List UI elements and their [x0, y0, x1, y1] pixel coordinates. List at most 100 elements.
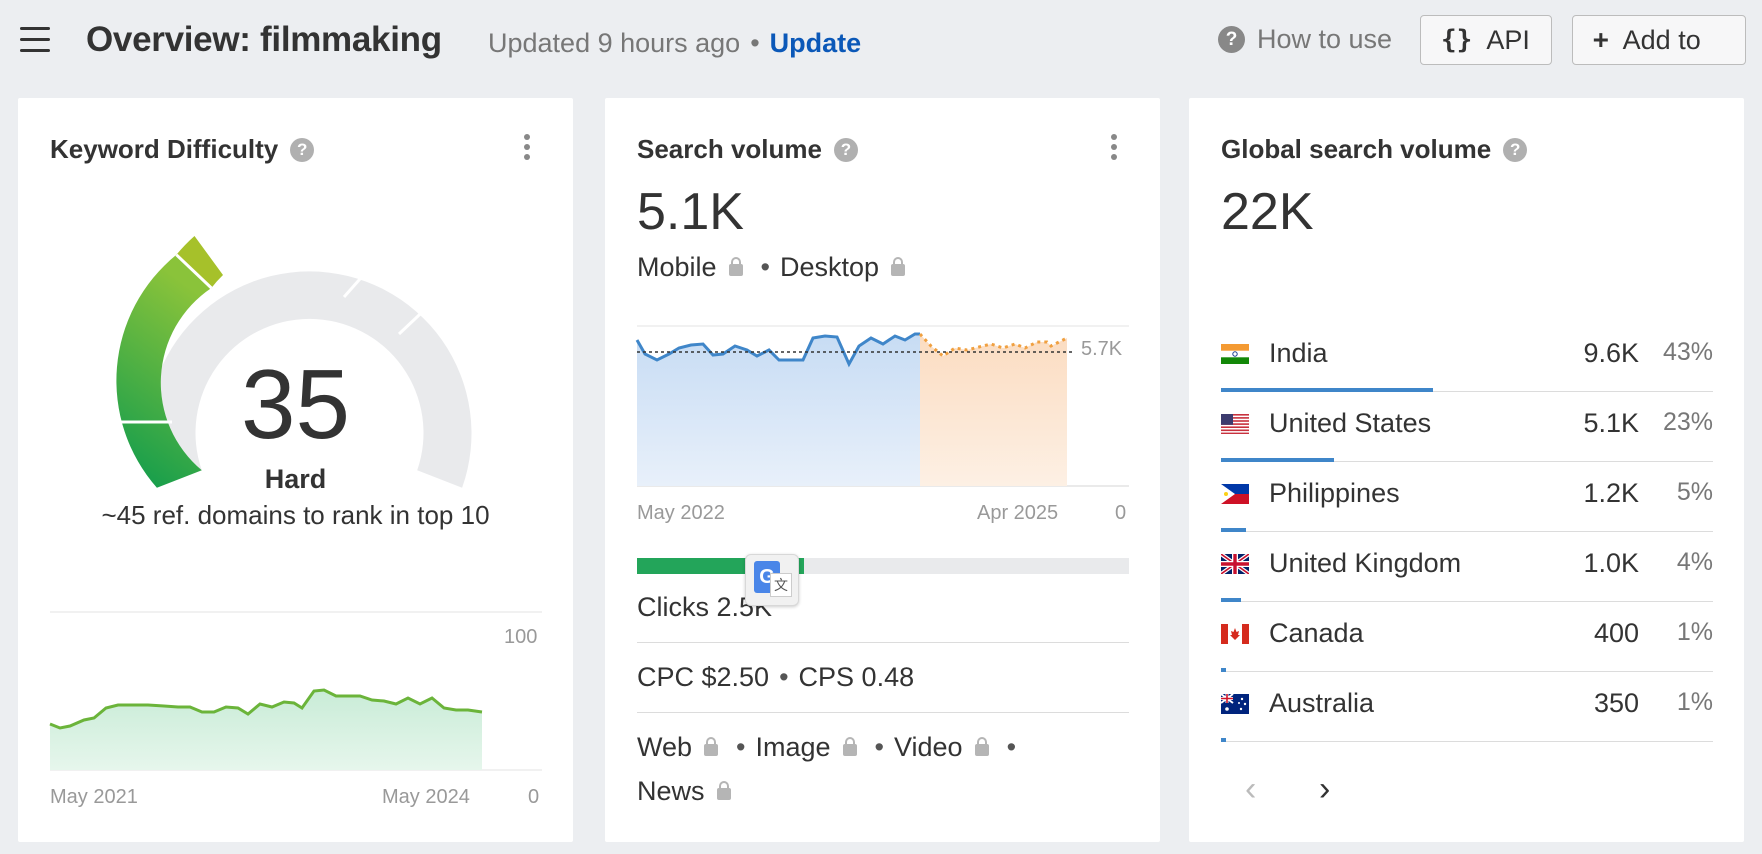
menu-icon[interactable]: [20, 27, 50, 53]
sv-title: Search volume: [637, 134, 822, 164]
add-to-label: Add to: [1622, 24, 1701, 55]
card-title: Keyword Difficulty ?: [50, 134, 315, 165]
country-name: Philippines: [1269, 478, 1400, 508]
gauge-track: [147, 271, 472, 488]
api-label: API: [1486, 24, 1530, 55]
country-percent: 5%: [1676, 478, 1713, 506]
clicks-bar: [637, 558, 1129, 574]
flag-united-states-icon: [1221, 414, 1249, 434]
country-name: Australia: [1269, 688, 1375, 718]
sv-forecast-area: [920, 334, 1067, 486]
kd-history-area: [50, 690, 482, 770]
country-share-bar: [1221, 738, 1226, 742]
country-percent: 1%: [1676, 688, 1713, 716]
row-divider: [1221, 741, 1713, 742]
kd-chart-x-end: May 2024: [382, 786, 470, 808]
flag-united-kingdom-icon: [1221, 554, 1249, 574]
country-row[interactable]: United Kingdom 1.0K 4%: [1221, 532, 1713, 602]
plus-icon: +: [1593, 25, 1609, 55]
sv-history-line: [635, 332, 920, 368]
row-divider: [1221, 671, 1713, 672]
country-volume: 5.1K: [1583, 408, 1639, 438]
kd-gauge: [49, 236, 542, 771]
updated-status: Updated 9 hours ago • Update: [488, 28, 862, 58]
header: Overview: filmmaking Updated 9 hours ago…: [0, 0, 1762, 88]
country-name: United States: [1269, 408, 1432, 438]
gauge-fill: [116, 254, 212, 488]
kd-chart-min-label: 0: [528, 786, 540, 808]
kd-level: Hard: [264, 464, 327, 494]
country-volume: 9.6K: [1583, 338, 1639, 368]
country-volume: 1.2K: [1583, 478, 1639, 508]
flag-canada-icon: [1221, 624, 1249, 644]
add-to-button[interactable]: + Add to: [1572, 15, 1746, 65]
global-value: 22K: [1221, 183, 1314, 241]
next-page-icon[interactable]: ›: [1319, 770, 1331, 808]
kd-chart-x-start: May 2021: [50, 786, 138, 808]
country-volume: 350: [1593, 688, 1639, 718]
country-name: United Kingdom: [1269, 548, 1462, 578]
web-label: Web: [637, 732, 693, 762]
lock-icon: [728, 256, 743, 276]
country-row[interactable]: Canada 400 1%: [1221, 602, 1713, 672]
how-to-use-label: How to use: [1257, 24, 1393, 54]
sv-forecast-line: [918, 332, 1068, 358]
more-options-icon[interactable]: [523, 134, 531, 164]
news-label: News: [637, 776, 705, 806]
country-share-bar: [1221, 528, 1246, 532]
country-percent: 23%: [1662, 408, 1713, 436]
country-percent: 4%: [1676, 548, 1713, 576]
flag-australia-icon: [1221, 694, 1249, 714]
updated-text: Updated 9 hours ago: [488, 28, 741, 58]
help-icon[interactable]: ?: [833, 137, 858, 162]
lock-icon: [704, 736, 719, 756]
country-share-bar: [1221, 458, 1334, 462]
more-options-icon[interactable]: [1110, 134, 1118, 164]
country-row[interactable]: Philippines 1.2K 5%: [1221, 462, 1713, 532]
help-icon[interactable]: ?: [290, 137, 315, 162]
help-icon[interactable]: ?: [1503, 137, 1528, 162]
page-title: Overview: filmmaking: [86, 20, 442, 59]
cpc-row: CPC $2.50 • CPS 0.48: [637, 662, 915, 692]
image-label: Image: [755, 732, 831, 762]
lock-icon: [974, 736, 989, 756]
country-volume: 400: [1593, 618, 1639, 648]
cps-text: CPS 0.48: [798, 662, 915, 692]
device-split: Mobile • Desktop: [637, 252, 913, 283]
sv-ref-label: 5.7K: [1081, 338, 1123, 360]
question-icon: ?: [1218, 26, 1245, 53]
global-search-volume-card: Global search volume ? 22K India 9.6K 43% U…: [1189, 98, 1744, 842]
country-percent: 1%: [1676, 618, 1713, 646]
previous-page-icon[interactable]: ‹: [1245, 770, 1257, 808]
mobile-label: Mobile: [637, 252, 717, 282]
sv-trend-chart: [635, 325, 1129, 487]
update-link[interactable]: Update: [769, 28, 862, 58]
country-row[interactable]: India 9.6K 43%: [1221, 322, 1713, 392]
row-divider: [1221, 461, 1713, 462]
keyword-difficulty-card: Keyword Difficulty ?: [18, 98, 573, 842]
serp-types-row: Web • Image • Video •: [637, 732, 1017, 762]
lock-icon: [891, 256, 906, 276]
country-row[interactable]: Australia 350 1%: [1221, 672, 1713, 742]
sv-history-area: [637, 334, 920, 486]
sv-x-start: May 2022: [637, 502, 725, 524]
gauge-tip: [176, 236, 223, 288]
row-divider: [1221, 391, 1713, 392]
sv-zero-label: 0: [1115, 502, 1127, 524]
sv-value: 5.1K: [637, 183, 744, 241]
kd-title: Keyword Difficulty: [50, 134, 279, 164]
cpc-text: CPC $2.50: [637, 662, 770, 692]
card-title: Global search volume ?: [1221, 134, 1528, 165]
kd-description: ~45 ref. domains to rank in top 10: [101, 500, 490, 530]
lock-icon: [842, 736, 857, 756]
global-title: Global search volume: [1221, 134, 1492, 164]
country-name: India: [1269, 338, 1328, 368]
country-row[interactable]: United States 5.1K 23%: [1221, 392, 1713, 462]
flag-philippines-icon: [1221, 484, 1249, 504]
country-share-bar: [1221, 388, 1433, 392]
country-volume: 1.0K: [1583, 548, 1639, 578]
sv-x-end: Apr 2025: [977, 502, 1059, 524]
api-button[interactable]: {} API: [1420, 15, 1552, 65]
how-to-use-link[interactable]: ? How to use: [1218, 24, 1392, 55]
